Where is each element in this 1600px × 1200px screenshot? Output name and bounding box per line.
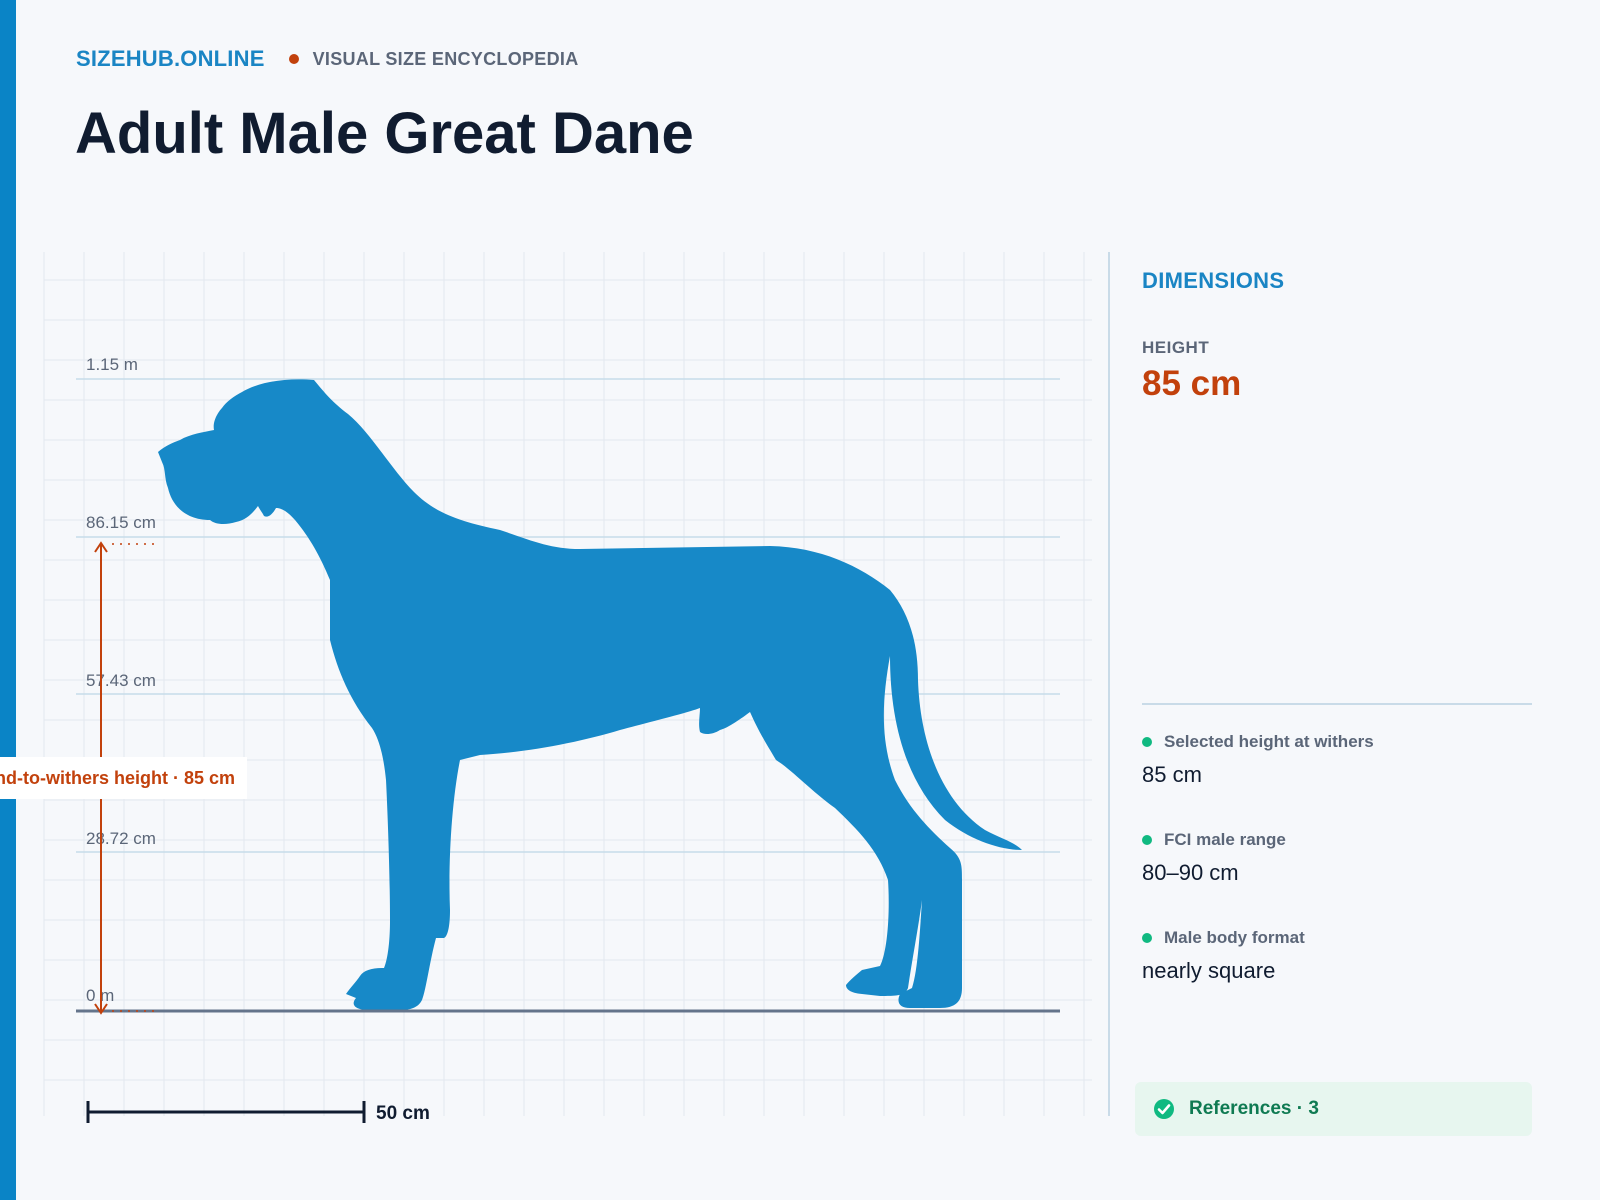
size-figure: 1.15 m 86.15 cm 57.43 cm 28.72 cm 0 m 50… [43,252,1092,1124]
status-dot-icon [1142,737,1152,747]
fact-item: Male body format nearly square [1142,928,1532,984]
status-dot-icon [1142,835,1152,845]
ruler-label: 86.15 cm [86,513,156,532]
references-label: References · 3 [1189,1098,1319,1119]
scale-bar-label: 50 cm [376,1103,430,1124]
check-circle-icon [1154,1099,1174,1119]
separator-dot [288,54,299,64]
ruler-label: 1.15 m [86,355,138,374]
measurement-label: Ground-to-withers height · 85 cm [0,757,247,799]
panel-divider [1108,252,1110,1116]
arrow-down-icon [94,1003,108,1015]
fact-label: Selected height at withers [1164,732,1374,751]
height-label: HEIGHT [1142,338,1210,357]
height-value: 85 cm [1142,364,1242,403]
references-button[interactable]: References · 3 [1135,1082,1532,1136]
ruler-label: 28.72 cm [86,829,156,848]
panel-rule [1142,703,1532,705]
fact-value: nearly square [1142,958,1276,983]
fact-label: Male body format [1164,928,1305,947]
accent-bar [0,0,16,1200]
arrow-up-icon [94,541,108,553]
fact-value: 85 cm [1142,762,1202,787]
scale-bar: 50 cm [86,1101,430,1124]
fact-label: FCI male range [1164,830,1286,849]
page-title: Adult Male Great Dane [75,101,694,166]
site-header: SIZEHUB.ONLINE VISUAL SIZE ENCYCLOPEDIA [76,46,579,72]
site-brand[interactable]: SIZEHUB.ONLINE [76,46,265,71]
great-dane-silhouette [158,379,1022,1010]
fact-value: 80–90 cm [1142,860,1239,885]
site-tagline: VISUAL SIZE ENCYCLOPEDIA [312,48,579,69]
fact-item: Selected height at withers 85 cm [1142,732,1532,788]
panel-title: DIMENSIONS [1142,268,1285,293]
background-grid [43,252,1092,1116]
ruler-label: 57.43 cm [86,671,156,690]
fact-item: FCI male range 80–90 cm [1142,830,1532,886]
status-dot-icon [1142,933,1152,943]
